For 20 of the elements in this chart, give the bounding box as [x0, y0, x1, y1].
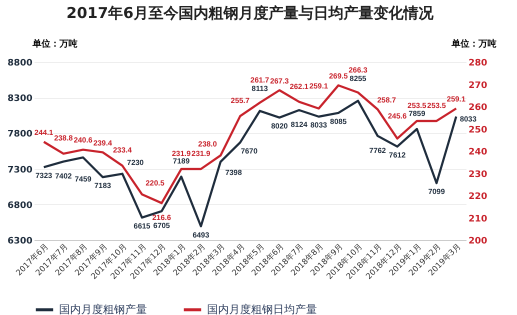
- legend-label: 国内月度粗钢产量: [59, 302, 147, 315]
- y-tick-label: 6300: [7, 236, 32, 246]
- y2-tick-label: 270: [468, 80, 488, 91]
- y2-axis-title: 单位：万吨: [450, 38, 496, 50]
- y-tick-label: 8300: [7, 94, 32, 104]
- y2-tick-label: 230: [468, 170, 488, 180]
- legend-label: 国内月度粗钢日均产量: [207, 302, 317, 315]
- y-tick-label: 7800: [7, 130, 32, 140]
- y-tick-label: 7300: [7, 165, 32, 176]
- y-tick-label: 6800: [7, 200, 32, 211]
- y2-tick-label: 200: [468, 236, 488, 246]
- y2-tick-label: 250: [468, 125, 488, 136]
- y-axis-title: 单位：万吨: [32, 38, 78, 50]
- y2-tick-label: 280: [468, 58, 488, 68]
- chart-title: 2017年6月至今国内粗钢月度产量与日均产量变化情况: [66, 4, 435, 22]
- y-tick-label: 8800: [7, 58, 32, 68]
- y2-tick-label: 240: [468, 148, 488, 158]
- y2-tick-label: 220: [468, 192, 488, 202]
- y2-tick-label: 210: [468, 214, 488, 224]
- y2-tick-label: 260: [468, 103, 488, 113]
